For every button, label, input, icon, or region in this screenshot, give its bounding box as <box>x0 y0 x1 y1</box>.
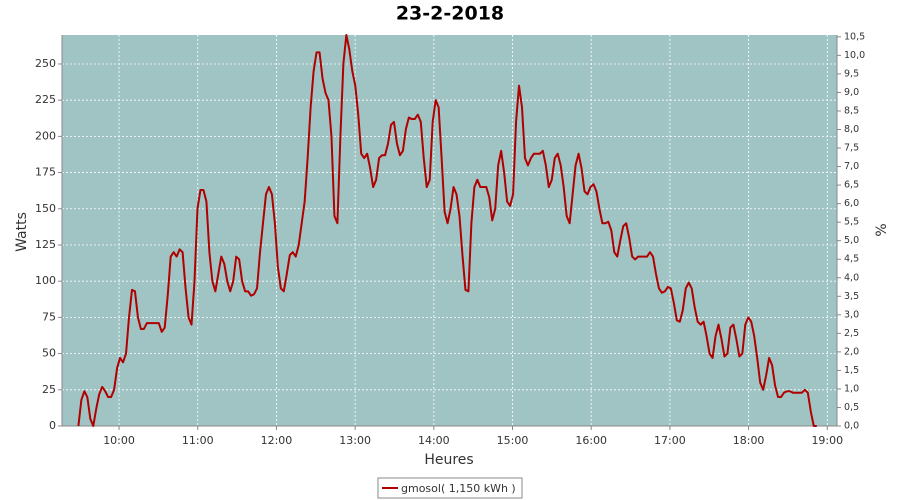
y2-tick-label: 4,5 <box>844 254 859 265</box>
y-tick-label: 50 <box>42 347 56 360</box>
y2-tick-label: 2,5 <box>844 328 859 339</box>
y-tick-label: 200 <box>35 129 56 142</box>
y2-tick-label: 1,5 <box>844 365 859 376</box>
x-tick-label: 10:00 <box>103 434 135 447</box>
x-tick-label: 11:00 <box>182 434 214 447</box>
y2-tick-label: 6,5 <box>844 180 859 191</box>
y-tick-label: 25 <box>42 383 56 396</box>
y2-tick-label: 10,5 <box>844 31 865 42</box>
legend <box>377 477 523 499</box>
x-tick-label: 18:00 <box>733 434 765 447</box>
y-tick-label: 150 <box>35 202 56 215</box>
y2-tick-label: 0,5 <box>844 402 859 413</box>
y2-tick-label: 5,5 <box>844 217 859 228</box>
x-tick-label: 15:00 <box>497 434 529 447</box>
y2-tick-label: 8,0 <box>844 124 859 135</box>
y2-tick-label: 7,0 <box>844 161 859 172</box>
plot-area <box>62 35 837 426</box>
y-tick-label: 0 <box>49 419 56 432</box>
y2-tick-label: 10,0 <box>844 50 865 61</box>
y-tick-label: 250 <box>35 57 56 70</box>
y2-tick-label: 5,0 <box>844 235 859 246</box>
y2-axis-label: % <box>874 223 890 236</box>
y2-tick-label: 6,0 <box>844 198 859 209</box>
y-tick-label: 100 <box>35 274 56 287</box>
y2-tick-label: 9,5 <box>844 68 859 79</box>
y2-tick-label: 7,5 <box>844 143 859 154</box>
y2-tick-label: 1,0 <box>844 383 859 394</box>
y2-tick-label: 4,0 <box>844 272 859 283</box>
chart-title: 23-2-2018 <box>396 3 504 25</box>
y-tick-label: 125 <box>35 238 56 251</box>
y2-tick-label: 3,0 <box>844 309 859 320</box>
x-tick-label: 12:00 <box>261 434 293 447</box>
y-tick-label: 75 <box>42 310 56 323</box>
x-axis-label: Heures <box>424 452 473 468</box>
y2-tick-label: 8,5 <box>844 105 859 116</box>
y2-tick-label: 2,0 <box>844 346 859 357</box>
y-tick-label: 225 <box>35 93 56 106</box>
legend-label: gmosol( 1,150 kWh ) <box>401 482 516 495</box>
x-tick-label: 13:00 <box>339 434 371 447</box>
x-tick-label: 16:00 <box>575 434 607 447</box>
line <box>77 34 817 427</box>
y2-tick-label: 9,0 <box>844 87 859 98</box>
x-tick-label: 17:00 <box>654 434 686 447</box>
y-tick-label: 175 <box>35 166 56 179</box>
x-tick-label: 14:00 <box>418 434 450 447</box>
x-tick-label: 19:00 <box>811 434 843 447</box>
y2-tick-label: 3,5 <box>844 291 859 302</box>
y-axis-label: Watts <box>14 212 30 252</box>
y2-tick-label: 0,0 <box>844 421 859 432</box>
